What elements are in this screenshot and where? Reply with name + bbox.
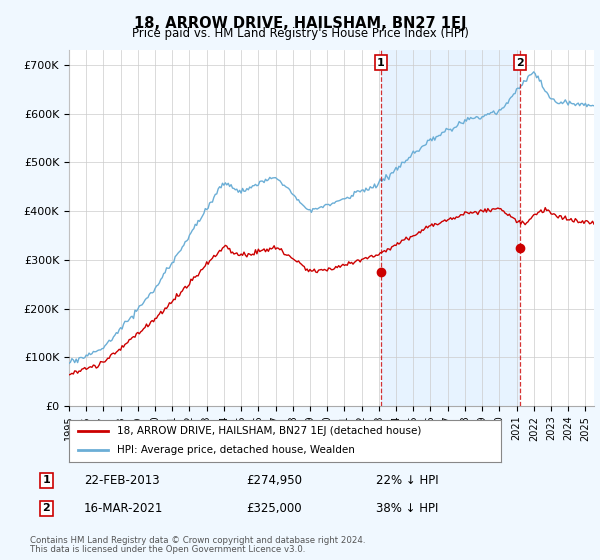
Text: 22% ↓ HPI: 22% ↓ HPI <box>376 474 438 487</box>
Text: 22-FEB-2013: 22-FEB-2013 <box>84 474 160 487</box>
Text: Contains HM Land Registry data © Crown copyright and database right 2024.: Contains HM Land Registry data © Crown c… <box>30 536 365 545</box>
Text: Price paid vs. HM Land Registry's House Price Index (HPI): Price paid vs. HM Land Registry's House … <box>131 27 469 40</box>
Text: This data is licensed under the Open Government Licence v3.0.: This data is licensed under the Open Gov… <box>30 545 305 554</box>
Text: 18, ARROW DRIVE, HAILSHAM, BN27 1EJ (detached house): 18, ARROW DRIVE, HAILSHAM, BN27 1EJ (det… <box>116 426 421 436</box>
Text: 38% ↓ HPI: 38% ↓ HPI <box>376 502 438 515</box>
Text: 2: 2 <box>516 58 524 68</box>
Text: HPI: Average price, detached house, Wealden: HPI: Average price, detached house, Weal… <box>116 445 355 455</box>
Text: £274,950: £274,950 <box>246 474 302 487</box>
Text: 16-MAR-2021: 16-MAR-2021 <box>84 502 163 515</box>
Bar <box>381 50 520 406</box>
Text: 18, ARROW DRIVE, HAILSHAM, BN27 1EJ: 18, ARROW DRIVE, HAILSHAM, BN27 1EJ <box>134 16 466 31</box>
Text: 2: 2 <box>43 503 50 514</box>
Text: 1: 1 <box>43 475 50 486</box>
Text: £325,000: £325,000 <box>246 502 302 515</box>
Text: 1: 1 <box>377 58 385 68</box>
